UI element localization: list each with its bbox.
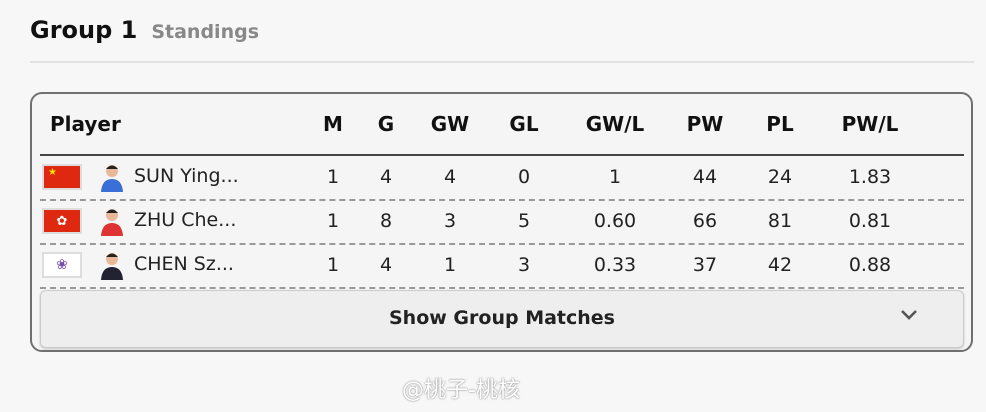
- col-pwl: PW/L: [841, 112, 899, 136]
- player-avatar: [101, 165, 123, 192]
- player-avatar: [101, 253, 123, 280]
- cell-pw: 44: [692, 166, 718, 188]
- cell-gwl: 0.60: [593, 210, 637, 232]
- cell-m: 1: [326, 166, 340, 188]
- cell-g: 4: [379, 254, 393, 276]
- cell-pw: 37: [692, 254, 718, 276]
- table-row[interactable]: ❀ CHEN Sz... 1 4 1 3 0.33 37 42 0.88: [40, 244, 964, 289]
- cell-pwl: 0.81: [848, 210, 892, 232]
- cell-pl: 81: [767, 210, 793, 232]
- table-row[interactable]: ★ SUN Ying... 1 4 4 0 1 44 24 1.83: [40, 156, 964, 201]
- show-group-matches-label: Show Group Matches: [389, 307, 615, 329]
- table-header: Player M G GW GL GW/L PW PL PW/L: [40, 94, 964, 156]
- col-gwl: GW/L: [585, 112, 645, 136]
- cell-pl: 42: [767, 254, 793, 276]
- col-pw: PW: [686, 112, 724, 136]
- show-group-matches-button[interactable]: Show Group Matches: [40, 290, 964, 348]
- cell-pw: 66: [692, 210, 718, 232]
- player-name[interactable]: CHEN Sz...: [134, 253, 234, 275]
- col-g: G: [377, 112, 395, 136]
- cell-pwl: 1.83: [848, 166, 892, 188]
- player-avatar: [101, 209, 123, 236]
- cell-pl: 24: [767, 166, 793, 188]
- table-row[interactable]: ✿ ZHU Che... 1 8 3 5 0.60 66 81 0.81: [40, 200, 964, 245]
- col-pl: PL: [766, 112, 794, 136]
- cell-gl: 0: [517, 166, 531, 188]
- group-title: Group 1: [30, 16, 138, 44]
- col-player: Player: [50, 112, 121, 136]
- cell-gw: 4: [443, 166, 457, 188]
- cell-gwl: 1: [608, 166, 622, 188]
- cell-gl: 5: [517, 210, 531, 232]
- player-name[interactable]: SUN Ying...: [134, 165, 239, 187]
- chevron-down-icon: [901, 310, 917, 320]
- col-gw: GW: [430, 112, 470, 136]
- player-name[interactable]: ZHU Che...: [134, 209, 237, 231]
- watermark: @桃子-桃核: [402, 378, 520, 403]
- cell-gw: 3: [443, 210, 457, 232]
- cell-gwl: 0.33: [593, 254, 637, 276]
- hong-kong-flag: ✿: [42, 208, 82, 234]
- cell-gw: 1: [443, 254, 457, 276]
- col-gl: GL: [509, 112, 539, 136]
- cell-g: 8: [379, 210, 393, 232]
- col-m: M: [323, 112, 343, 136]
- group-subtitle: Standings: [151, 21, 260, 43]
- group-heading: Group 1 Standings: [30, 16, 259, 44]
- divider: [30, 61, 974, 63]
- china-flag: ★: [42, 164, 82, 190]
- cell-m: 1: [326, 254, 340, 276]
- cell-g: 4: [379, 166, 393, 188]
- chinese-taipei-flag: ❀: [42, 252, 82, 278]
- cell-pwl: 0.88: [848, 254, 892, 276]
- cell-m: 1: [326, 210, 340, 232]
- cell-gl: 3: [517, 254, 531, 276]
- standings-card: Player M G GW GL GW/L PW PL PW/L ★ SUN Y…: [30, 92, 973, 352]
